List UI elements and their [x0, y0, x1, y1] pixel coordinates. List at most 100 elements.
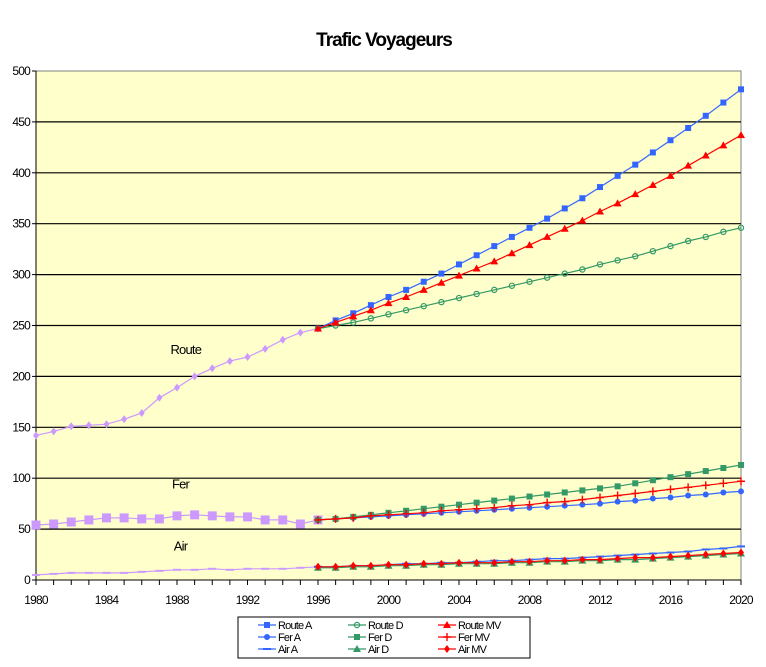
- data-point-hist-fer: [31, 520, 41, 530]
- data-point-route-mv: [314, 324, 322, 332]
- data-point-fer-d: [702, 468, 709, 475]
- legend-item: Air MV: [438, 644, 488, 656]
- data-point-fer-a: [667, 494, 674, 501]
- data-point-route-d: [491, 286, 498, 294]
- data-point-route-d: [649, 247, 657, 255]
- data-point-fer-d: [579, 487, 586, 494]
- data-point-air-mv: [420, 559, 427, 568]
- data-point-fer-mv: [543, 498, 552, 507]
- data-point-fer-mv: [472, 504, 481, 513]
- annotation-label: Air: [174, 538, 189, 553]
- data-point-route-mv: [719, 141, 728, 149]
- data-point-route-mv: [384, 299, 393, 307]
- data-point-route-a: [685, 125, 692, 132]
- data-point-fer-mv: [384, 510, 393, 519]
- series-hist-air: [32, 565, 322, 576]
- data-point-air-mv: [614, 554, 621, 563]
- data-point-hist-route: [85, 421, 92, 430]
- x-tick-label: 1980: [24, 593, 49, 607]
- data-point-fer-a: [738, 488, 744, 495]
- data-point-route-mv: [596, 207, 604, 215]
- data-point-air-mv: [544, 556, 551, 565]
- data-point-fer-a: [685, 492, 692, 499]
- annotation-label: Route: [170, 342, 201, 357]
- legend-swatch-marker: [264, 622, 270, 628]
- data-point-fer-mv: [349, 513, 358, 522]
- x-tick-label: 1984: [95, 593, 120, 607]
- legend-swatch-marker: [353, 621, 361, 629]
- y-tick-label: 50: [18, 522, 31, 536]
- projection-series: [314, 86, 745, 571]
- legend-swatch-marker: [443, 633, 451, 641]
- data-point-hist-fer: [102, 513, 111, 523]
- legend-swatch-marker: [354, 634, 360, 640]
- data-point-fer-mv: [631, 489, 640, 498]
- y-tick-label: 350: [12, 217, 31, 231]
- legend-item: Route D: [348, 620, 404, 632]
- data-point-route-a: [508, 233, 515, 240]
- data-point-fer-a: [579, 501, 586, 508]
- data-point-route-d: [367, 315, 375, 322]
- data-point-hist-route: [297, 328, 304, 337]
- data-point-route-a: [649, 149, 656, 156]
- data-point-air-mv: [473, 558, 480, 567]
- y-tick-label: 0: [24, 573, 31, 587]
- data-point-route-d: [561, 270, 568, 277]
- legend-box: [237, 616, 531, 659]
- data-point-hist-fer: [172, 511, 182, 521]
- series-line-route-d: [317, 227, 742, 330]
- data-point-route-d: [667, 242, 674, 250]
- data-point-fer-mv: [507, 501, 516, 510]
- data-point-fer-d: [667, 474, 674, 481]
- data-point-hist-route: [244, 353, 251, 362]
- data-point-route-a: [526, 224, 533, 231]
- series-route-mv: [314, 131, 745, 332]
- data-point-fer-a: [544, 503, 551, 510]
- data-point-route-d: [684, 237, 692, 245]
- data-point-fer-d: [561, 489, 568, 496]
- series-route-d: [314, 224, 745, 332]
- data-point-route-mv: [666, 171, 675, 179]
- data-point-air-mv: [649, 553, 656, 562]
- data-point-hist-route: [209, 364, 216, 373]
- data-point-hist-route: [226, 357, 233, 366]
- data-point-fer-mv: [684, 483, 693, 492]
- data-point-air-mv: [632, 553, 639, 562]
- data-point-route-mv: [560, 224, 569, 232]
- data-point-route-d: [350, 319, 357, 326]
- data-point-hist-route: [103, 420, 110, 429]
- data-point-fer-d: [508, 495, 515, 502]
- data-point-air-mv: [597, 555, 603, 564]
- data-point-fer-mv: [437, 506, 446, 515]
- data-point-route-mv: [437, 278, 446, 286]
- data-point-fer-mv: [419, 508, 428, 517]
- data-point-route-d: [579, 266, 586, 273]
- data-point-air-mv: [526, 557, 533, 566]
- data-point-fer-d: [438, 503, 445, 510]
- data-point-fer-mv: [525, 500, 534, 509]
- data-point-route-mv: [578, 216, 587, 224]
- data-point-hist-route: [50, 427, 57, 436]
- data-point-hist-route: [279, 335, 286, 344]
- data-point-fer-d: [720, 465, 727, 472]
- data-point-route-d: [720, 228, 727, 236]
- data-point-fer-mv: [314, 515, 322, 524]
- data-point-hist-route: [262, 344, 269, 353]
- legend-item: Air A: [258, 644, 299, 656]
- y-tick-label: 250: [12, 319, 31, 333]
- data-point-hist-route: [174, 383, 180, 392]
- data-point-route-d: [455, 294, 463, 302]
- data-point-air-mv: [579, 555, 586, 564]
- data-point-route-a: [738, 86, 744, 93]
- data-point-fer-d: [649, 477, 656, 484]
- legend-label: Fer MV: [458, 632, 491, 644]
- data-point-route-mv: [701, 151, 710, 159]
- data-point-fer-a: [649, 495, 656, 502]
- data-point-air-mv: [491, 558, 498, 567]
- data-point-route-a: [720, 99, 727, 106]
- data-point-route-d: [737, 224, 745, 231]
- x-tick-label: 2016: [659, 593, 684, 607]
- data-point-route-mv: [507, 249, 516, 257]
